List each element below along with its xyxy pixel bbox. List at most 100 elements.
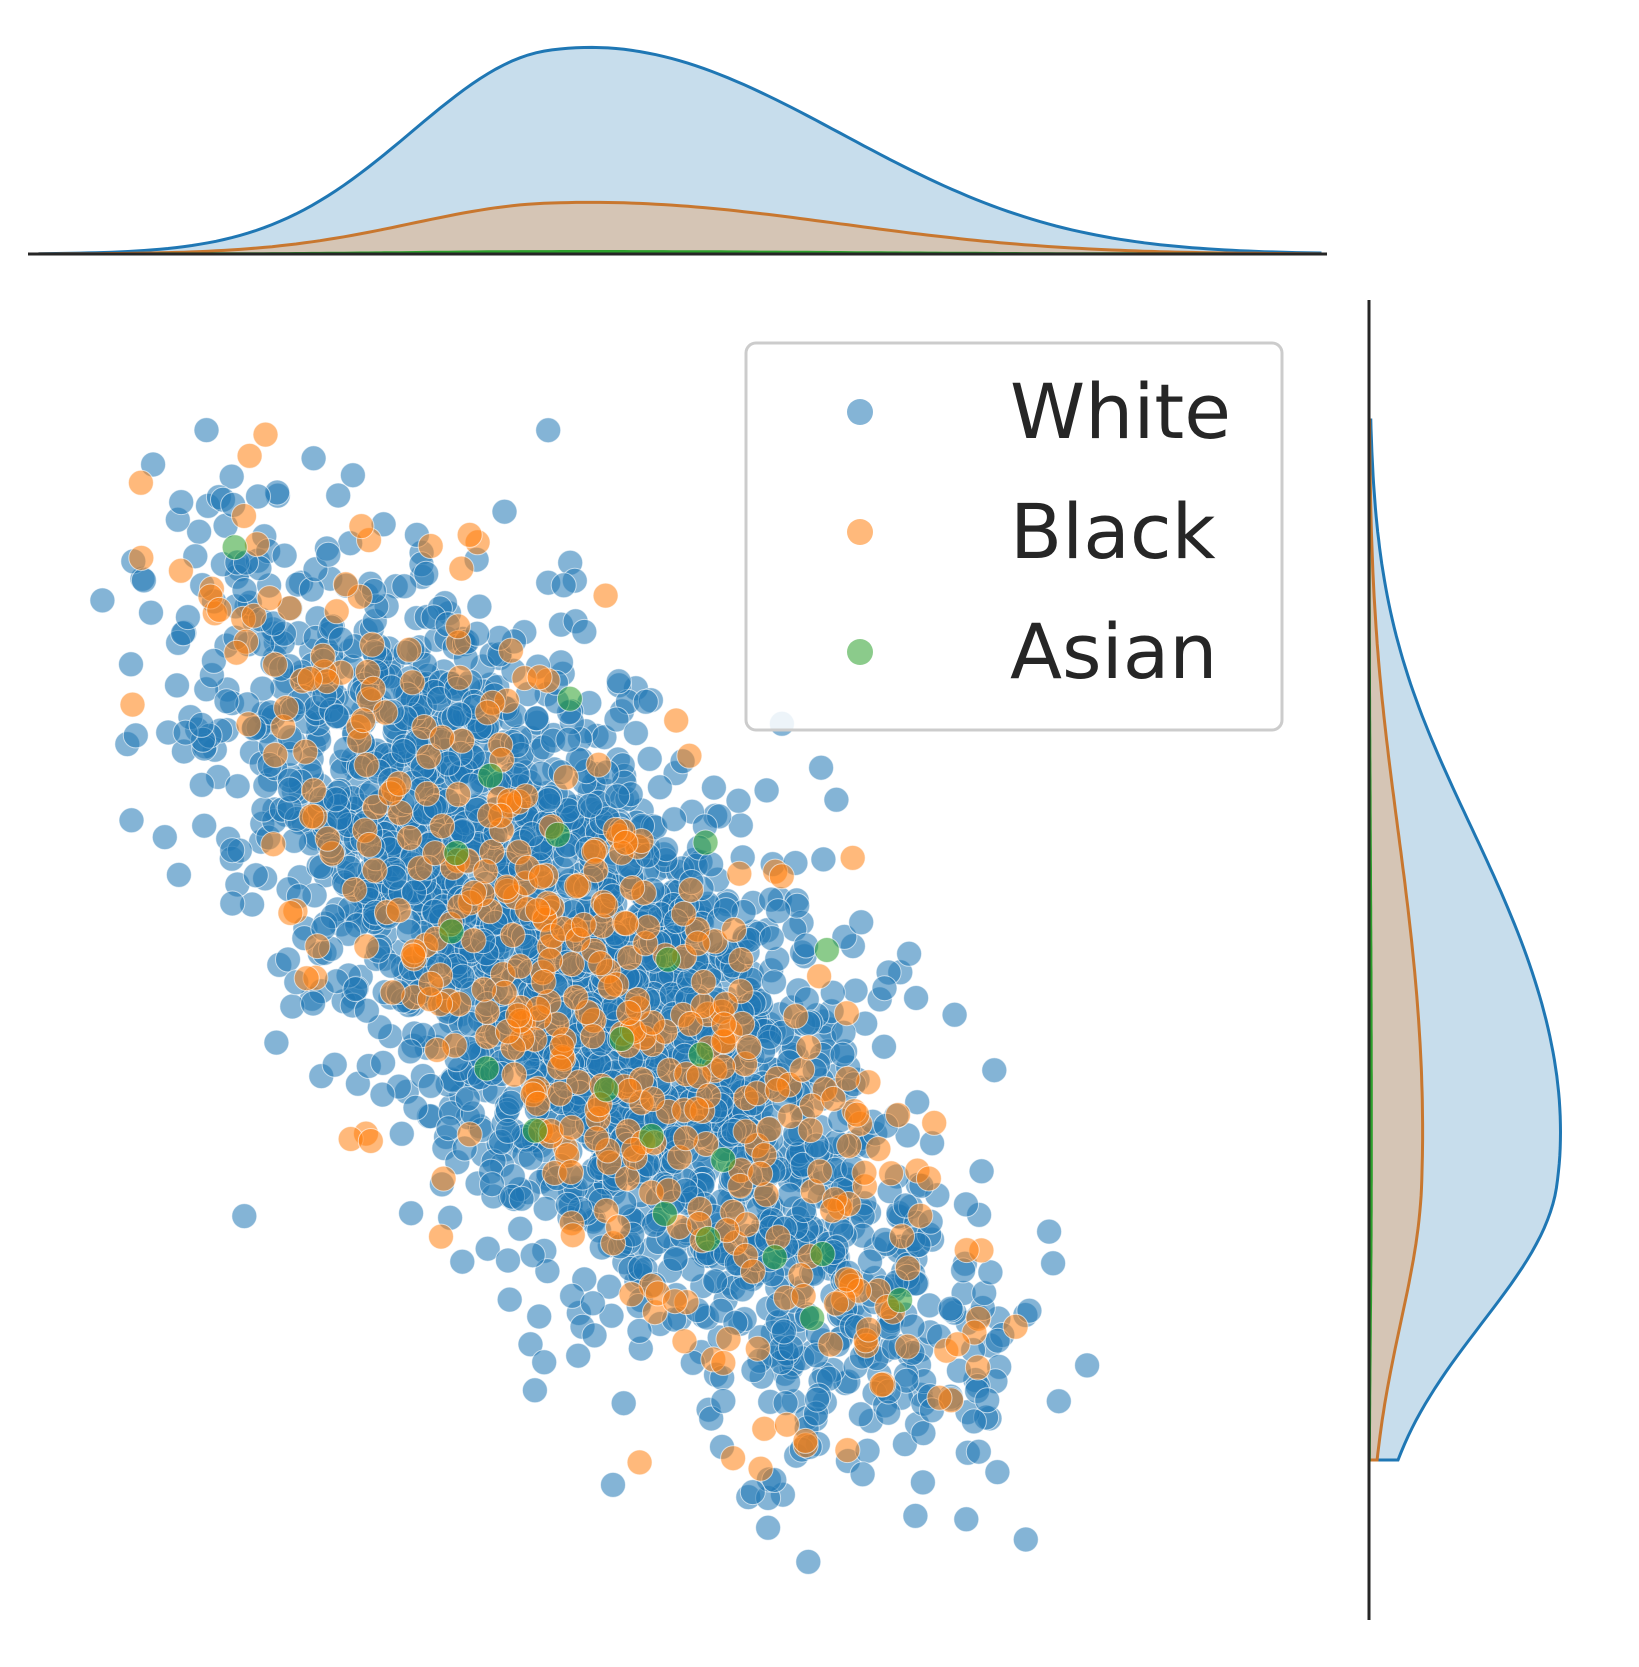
scatter-point-asian (710, 1146, 737, 1173)
scatter-point-white (191, 812, 218, 839)
scatter-point-black (240, 602, 267, 629)
scatter-point-white (523, 705, 550, 732)
scatter-point-white (200, 647, 227, 674)
scatter-point-white (271, 542, 298, 569)
scatter-point-white (231, 577, 258, 603)
scatter-point-black (915, 1165, 942, 1192)
scatter-point-white (507, 1215, 534, 1242)
scatter-point-white (847, 1401, 874, 1428)
scatter-point-black (353, 933, 380, 960)
scatter-point-black (235, 711, 262, 738)
scatter-point-black (231, 503, 257, 529)
scatter-point-black (429, 813, 456, 840)
scatter-point-black (332, 571, 359, 598)
scatter-point-black (585, 751, 612, 778)
scatter-point-white (479, 1171, 505, 1198)
scatter-point-black (839, 844, 866, 871)
scatter-point-black (597, 974, 624, 1001)
scatter-point-black (732, 1118, 759, 1145)
scatter-point-white (605, 668, 632, 695)
scatter-point-black (460, 927, 487, 954)
scatter-point-white (565, 1342, 592, 1369)
scatter-point-white (984, 1327, 1011, 1354)
scatter-point-black (833, 1266, 860, 1293)
scatter-point-white (903, 985, 930, 1011)
scatter-point-black (833, 1000, 860, 1027)
scatter-point-white (390, 738, 417, 764)
scatter-point-asian (544, 821, 571, 848)
scatter-point-asian (761, 1244, 788, 1271)
scatter-point-asian (608, 1026, 635, 1052)
scatter-point-white (808, 754, 835, 781)
scatter-point-black (747, 1455, 774, 1482)
scatter-point-black (683, 1096, 710, 1123)
scatter-point-black (615, 1000, 642, 1026)
scatter-point-white (829, 1041, 856, 1068)
scatter-point-black (885, 1102, 911, 1128)
scatter-point-black (661, 1288, 688, 1315)
scatter-point-white (165, 861, 192, 888)
scatter-point-white (342, 976, 369, 1003)
scatter-point-white (953, 1191, 979, 1218)
scatter-point-white (402, 1094, 429, 1121)
scatter-point-white (300, 445, 327, 472)
legend-label-asian: Asian (1010, 607, 1217, 696)
scatter-point-black (889, 1223, 915, 1250)
scatter-point-white (353, 997, 380, 1024)
scatter-point-white (831, 923, 858, 950)
scatter-point-white (508, 1185, 535, 1212)
scatter-point-white (739, 1479, 766, 1506)
scatter-point-black (715, 1326, 742, 1353)
scatter-point-white (335, 920, 362, 947)
scatter-point-black (474, 999, 501, 1025)
scatter-point-black (678, 877, 704, 903)
scatter-point-black (236, 442, 263, 469)
scatter-point-black (262, 742, 289, 768)
scatter-point-black (504, 1002, 531, 1029)
scatter-point-black (353, 751, 380, 778)
scatter-point-white (937, 1295, 964, 1322)
scatter-point-black (612, 829, 639, 856)
scatter-point-white (519, 1242, 546, 1269)
scatter-point-black (558, 1159, 585, 1186)
scatter-point-black (206, 596, 233, 623)
scatter-point-black (448, 555, 475, 582)
scatter-point-white (622, 720, 649, 747)
scatter-point-black (720, 1445, 747, 1472)
scatter-point-asian (593, 1076, 620, 1103)
scatter-point-black (764, 1077, 791, 1104)
scatter-point-black (806, 963, 833, 990)
scatter-point-white (661, 806, 688, 833)
scatter-point-black (417, 970, 444, 997)
scatter-point-black (244, 531, 270, 558)
scatter-point-black (445, 613, 471, 640)
scatter-point-black (592, 582, 619, 609)
scatter-point-black (415, 743, 442, 770)
scatter-point-white (977, 1259, 1004, 1286)
scatter-point-black (634, 914, 661, 941)
scatter-point-black (676, 742, 703, 769)
scatter-point-asian (887, 1287, 914, 1314)
scatter-point-white (322, 786, 349, 813)
scatter-point-white (449, 963, 476, 990)
scatter-point-white (710, 1388, 737, 1414)
kde-right-white (1367, 418, 1563, 1462)
scatter-point-white (968, 1158, 995, 1185)
scatter-point-black (670, 900, 697, 927)
scatter-point-white (275, 946, 301, 973)
scatter-point-white (213, 688, 240, 715)
scatter-point-white (388, 1120, 415, 1147)
scatter-point-black (782, 1003, 809, 1030)
scatter-point-white (391, 573, 418, 600)
scatter-point-black (562, 984, 589, 1011)
scatter-point-black (613, 910, 640, 937)
scatter-point-white (174, 604, 201, 631)
scatter-point-black (498, 637, 524, 664)
scatter-point-black (851, 1159, 878, 1186)
scatter-point-black (663, 707, 690, 734)
scatter-point-white (535, 787, 562, 814)
scatter-point-asian (221, 534, 248, 561)
scatter-point-black (396, 636, 423, 663)
scatter-point-white (474, 1235, 501, 1262)
scatter-points (89, 417, 1101, 1575)
